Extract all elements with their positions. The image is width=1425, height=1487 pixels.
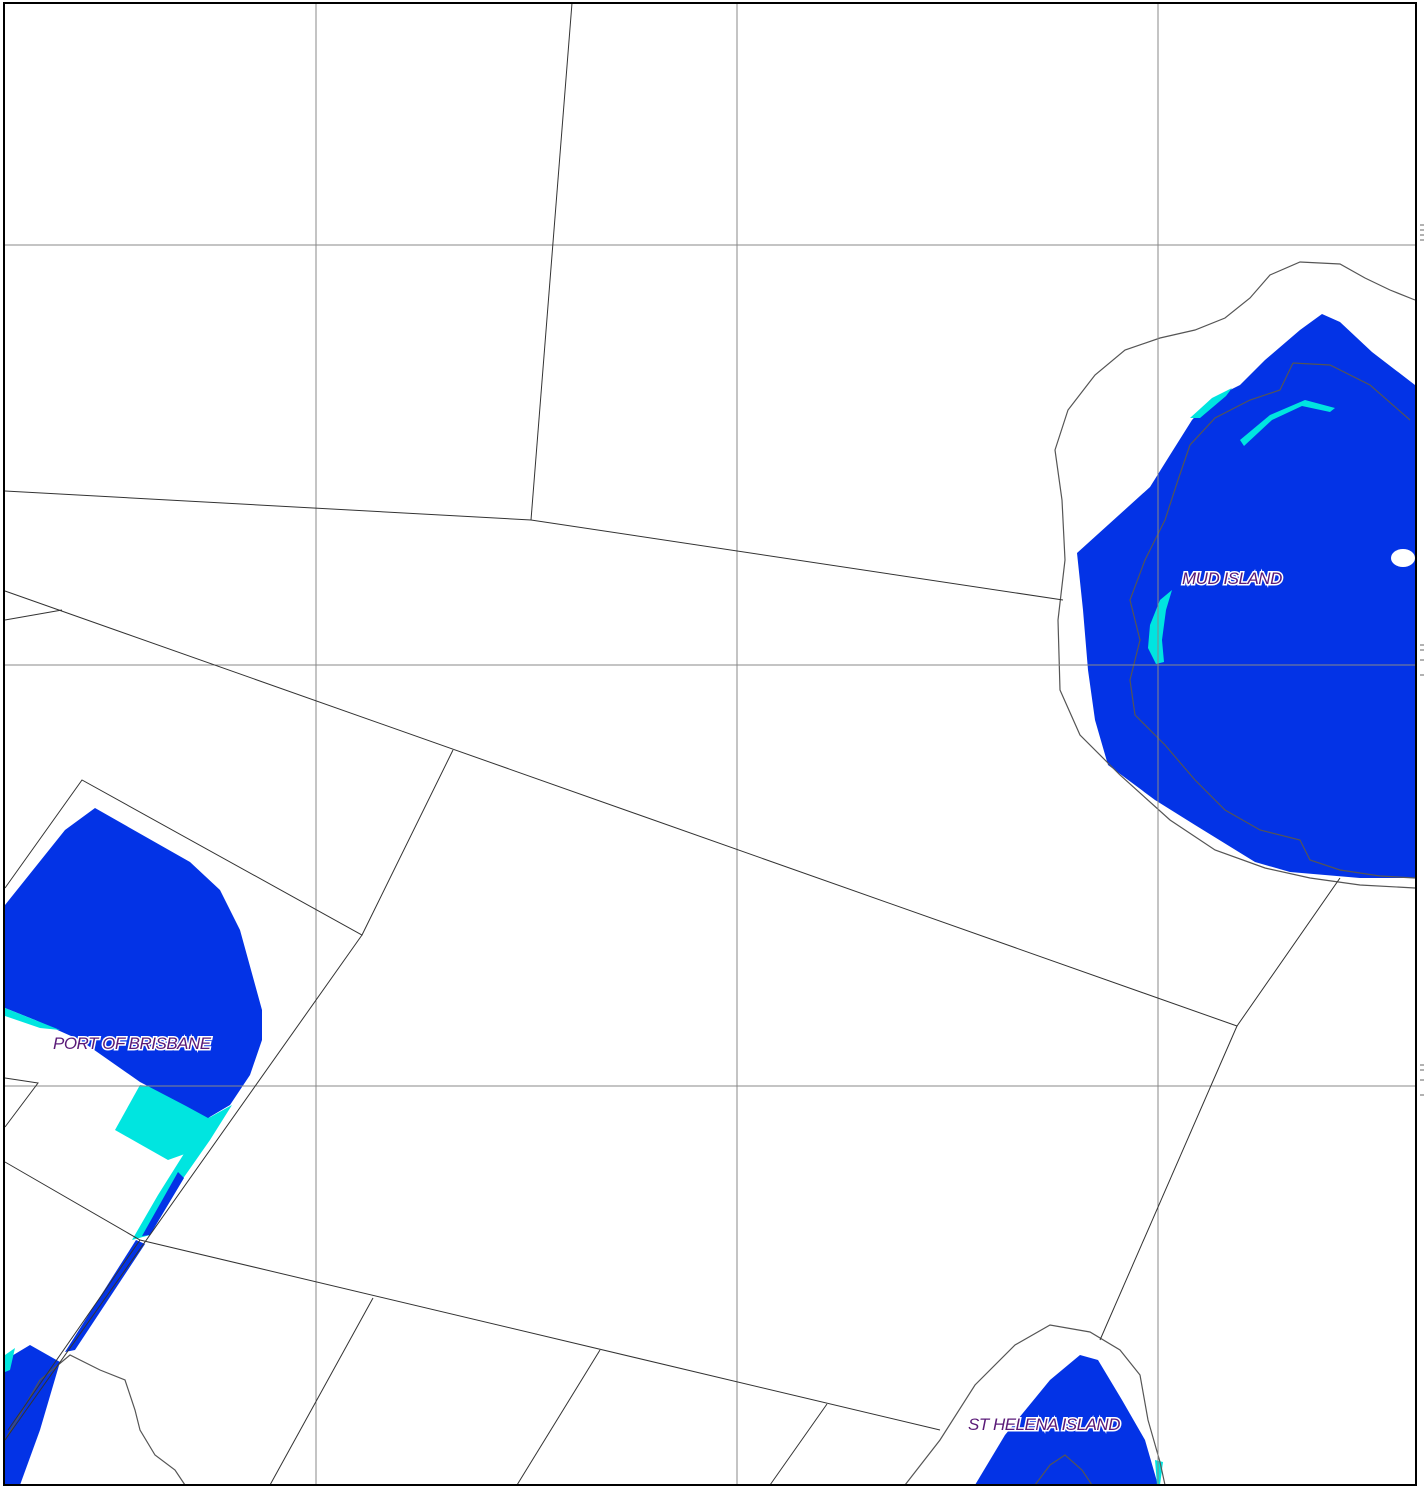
boundary-line <box>4 490 1064 601</box>
edge-coordinate-ticks <box>1420 224 1424 1096</box>
st-helena-deep-fill <box>975 1355 1158 1485</box>
mud-island-shallow-edge <box>1190 388 1232 418</box>
boundary-lines <box>4 2 1341 1486</box>
port-brisbane-shallow-strip <box>132 1105 232 1240</box>
mud-island-shallow-streak <box>1148 590 1172 664</box>
southwest-coast-outline <box>4 1354 186 1486</box>
port-of-brisbane-label[interactable]: PORT OF BRISBANE <box>52 1033 214 1055</box>
boundary-line <box>4 609 63 621</box>
southwest-coast-shallow-edge <box>5 1348 15 1372</box>
port-brisbane-deep-strip <box>142 1172 184 1236</box>
mud-island-deep-fill <box>1077 314 1415 878</box>
boundary-line <box>530 2 573 521</box>
boundary-line <box>4 749 454 936</box>
boundary-line <box>4 934 363 1441</box>
depth-fill-layer <box>5 314 1415 1485</box>
boundary-line <box>7 1239 141 1431</box>
mud-island-label[interactable]: MUD ISLAND <box>1181 568 1285 590</box>
mud-island-shoal-outline <box>1054 261 1416 889</box>
port-brisbane-deep-fill <box>5 808 262 1118</box>
port-brisbane-channel-line <box>65 1240 145 1352</box>
port-brisbane-shallow-left-edge <box>5 1008 60 1030</box>
boundary-line <box>269 1297 374 1486</box>
mud-island-coast-outline <box>1129 362 1416 879</box>
boundary-line <box>516 1349 601 1486</box>
boundary-line <box>1099 1025 1238 1341</box>
map-frame <box>3 2 1417 1486</box>
mud-island-hole <box>1391 549 1415 567</box>
st-helena-island-label[interactable]: ST HELENA ISLAND <box>967 1414 1123 1436</box>
boundary-line <box>769 1403 828 1486</box>
st-helena-shoal-outline <box>904 1324 1166 1486</box>
southwest-coast-deep-fill <box>5 1345 60 1485</box>
boundary-line <box>4 1077 39 1128</box>
mud-island-inner-channel <box>1240 400 1335 446</box>
coastline-layer <box>4 261 1416 1486</box>
grid-lines <box>5 3 1415 1485</box>
st-helena-coast-outline <box>1034 1454 1093 1486</box>
